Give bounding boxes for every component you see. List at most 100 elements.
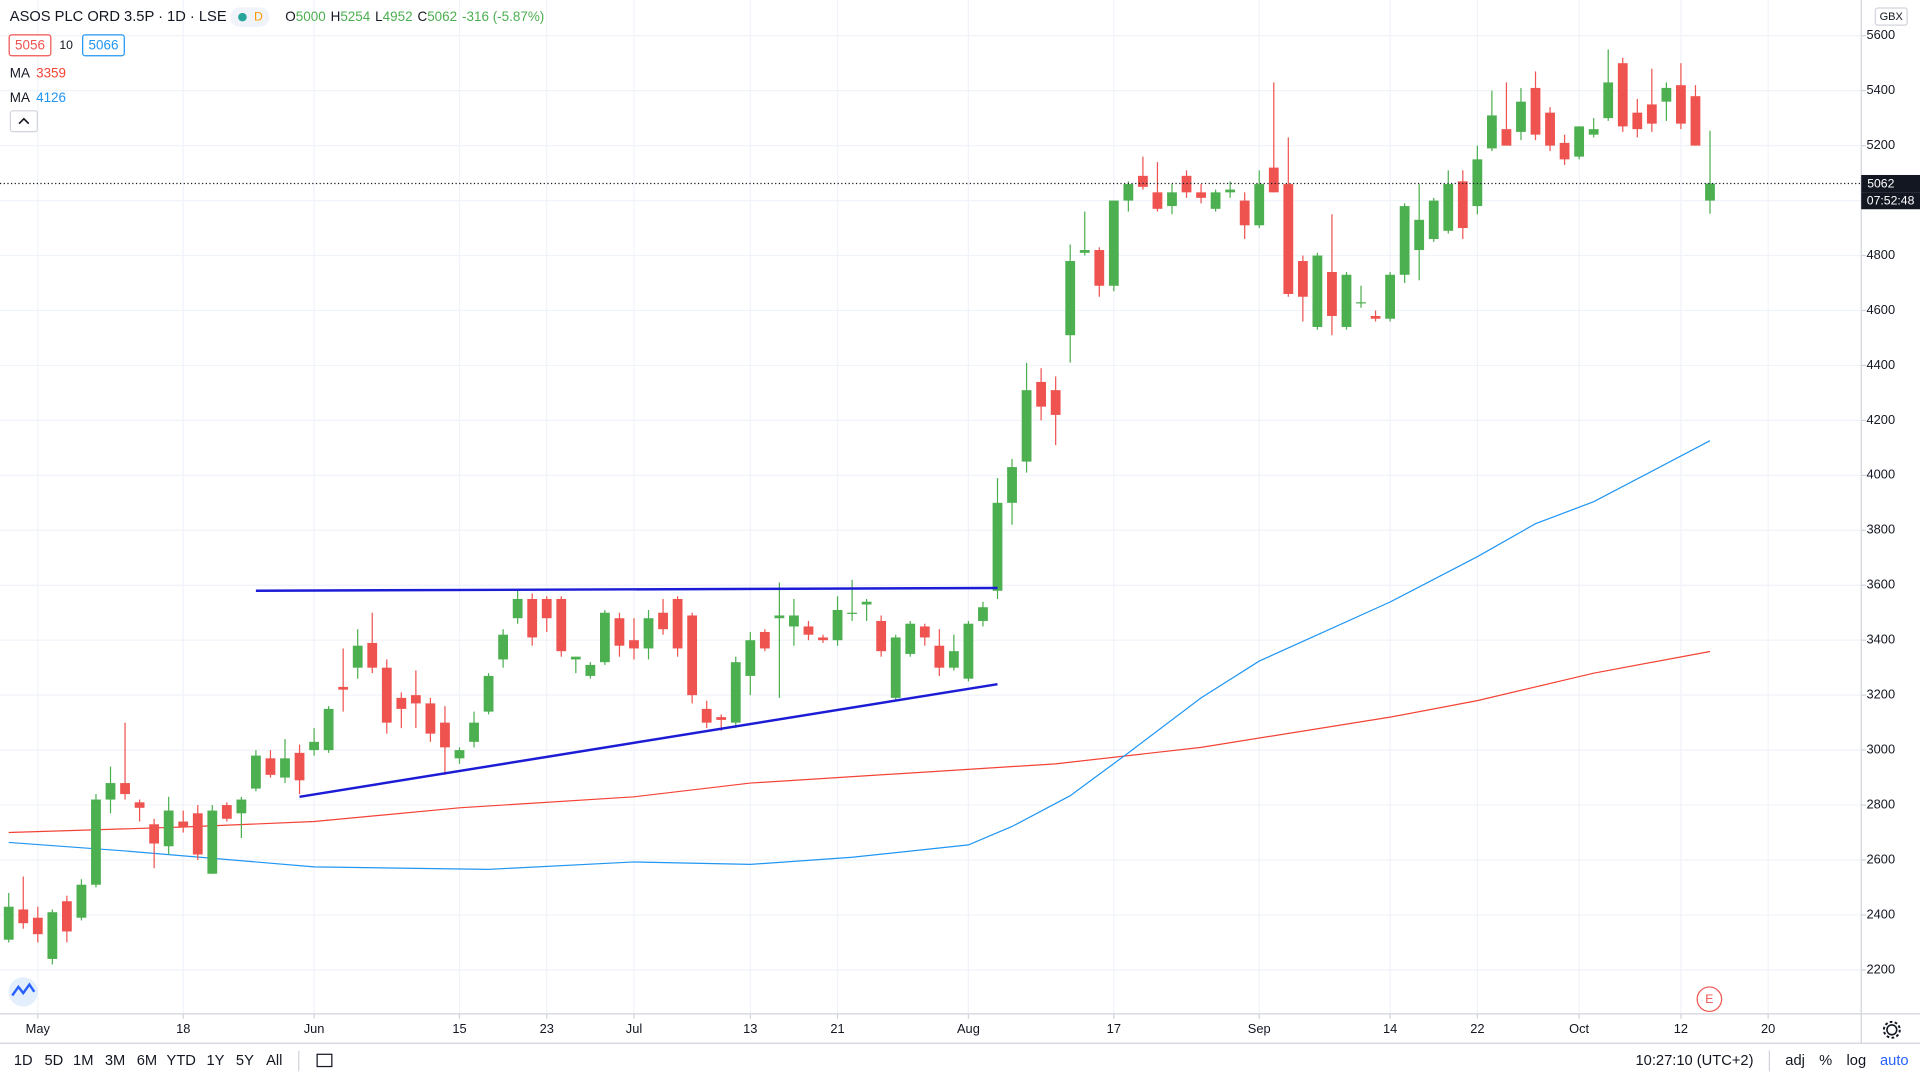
logo-icon [11,982,36,997]
trendline [255,586,998,592]
x-tick-label: 17 [1107,1021,1121,1036]
bid-box[interactable] [8,34,52,57]
candle-body [541,598,552,619]
x-tick-label: 20 [1761,1021,1775,1036]
candle-body [1516,101,1526,132]
range-button[interactable]: 6M [137,1053,157,1069]
candle-body [1341,274,1352,327]
y-tick-label: 3600 [1867,577,1896,592]
collapse-button[interactable] [9,110,38,133]
collapse-icon [18,117,30,125]
range-button[interactable]: 1Y [207,1053,225,1069]
range-button[interactable]: 1M [73,1053,93,1069]
range-button[interactable]: 1D [14,1053,33,1069]
candle-body [978,607,988,621]
toolbar: 10:27:10 (UTC+2) 1D 5D 1M 3M 6M YTD 1Y 5Y All adj… [14,1050,1909,1072]
range-button[interactable]: 5Y [236,1053,254,1069]
ma-legend: MA 4126 [10,90,66,105]
bid: 5056 [15,37,45,52]
candle-body [1646,104,1657,124]
candle-body [3,906,14,940]
candle-body [1617,63,1628,127]
candle-body [570,656,581,660]
candle-body [1385,274,1395,319]
candle-body [512,598,523,619]
scale-option[interactable]: auto [1880,1053,1909,1069]
y-tick-label: 2200 [1867,961,1896,976]
candle-body [818,637,828,641]
date-range-icon[interactable] [316,1053,333,1068]
candle-body [774,615,785,619]
scale-option[interactable]: adj [1785,1053,1805,1069]
candle-body [1443,184,1454,231]
candle-body [1239,200,1250,226]
currency-box[interactable] [1874,7,1908,26]
candle-body [1050,390,1061,415]
candle-body [1545,112,1555,146]
ohlc-value: 5254 [340,9,370,24]
candle-body [527,598,538,638]
earnings-letter: E [1705,992,1713,1006]
ma-value: 3359 [36,65,66,80]
candle-body [18,909,29,924]
candle-body [759,631,770,649]
candle-body [992,502,1003,591]
candle-body [483,675,494,712]
candle-body [1065,261,1076,336]
trendline [299,682,998,799]
y-tick-label: 4600 [1867,302,1896,317]
candle-body [91,799,101,885]
candle-body [367,642,378,668]
range-button[interactable]: 3M [105,1053,125,1069]
y-tick-label: 5200 [1867,137,1896,152]
symbol-title[interactable]: ASOS PLC ORD 3.5P · 1D · LSE [10,9,227,25]
change: -316 (-5.87%) [462,9,544,24]
candle-body [1530,87,1541,135]
y-tick-label: 3000 [1867,741,1896,756]
candle-body [265,758,276,775]
candle-body [440,722,450,748]
x-tick-label: Aug [957,1021,980,1036]
candle-body [221,805,232,819]
candle-body [1603,82,1614,119]
settings-icon[interactable] [1886,1024,1898,1036]
status-pill [230,7,270,27]
candle-body [730,662,741,723]
candle-body [1705,183,1715,201]
ma-name: MA [10,90,30,105]
candle-body [948,651,959,668]
candle-body [1428,200,1439,240]
ohlc-value: 5000 [296,9,326,24]
clock[interactable]: 10:27:10 (UTC+2) [1636,1053,1754,1069]
range-button[interactable]: All [266,1053,282,1069]
scale-option[interactable]: log [1847,1053,1867,1069]
x-tick-label: Sep [1248,1021,1271,1036]
x-tick-label: 12 [1674,1021,1688,1036]
x-tick-label: 14 [1383,1021,1397,1036]
y-tick-label: 2400 [1867,906,1896,921]
range-button[interactable]: 5D [44,1053,63,1069]
ask: 5066 [89,37,119,52]
earnings-marker[interactable] [1696,986,1723,1013]
candle-body [1414,219,1425,251]
currency: GBX [1880,11,1904,23]
x-tick-label: 15 [452,1021,466,1036]
candle-body [396,697,407,709]
ma-name: MA [10,65,30,80]
x-tick-label: 21 [830,1021,844,1036]
candle-body [687,615,698,696]
candle-body [338,686,349,690]
candle-body [614,618,625,646]
ask-box[interactable] [82,34,125,57]
ohlc-legend: O5000 H5254 L4952 C5062 -316 (-5.87%) [285,9,544,24]
candle-body [1007,467,1017,503]
moving-average [8,650,1711,834]
range-button[interactable]: YTD [167,1053,196,1069]
y-tick-label: 4000 [1867,467,1896,482]
candle-body [789,615,799,627]
candle-body [1138,175,1148,187]
y-tick-label: 2600 [1867,851,1896,866]
scale-option[interactable]: % [1819,1053,1832,1069]
candle-body [1036,381,1047,407]
candle-body [1079,250,1090,253]
